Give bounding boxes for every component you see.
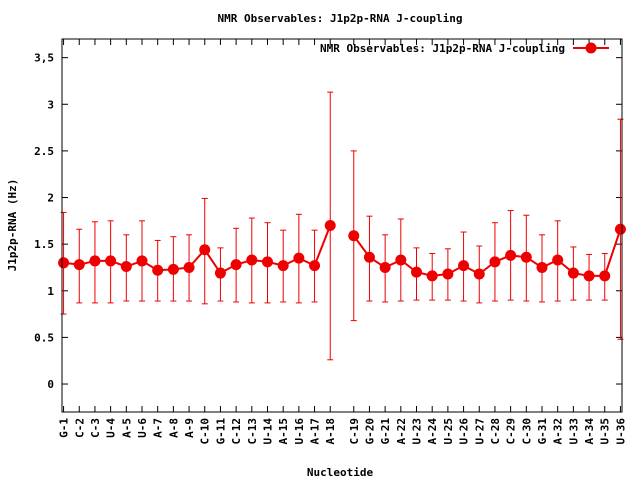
- data-point: [536, 261, 548, 273]
- data-point: [309, 260, 321, 272]
- y-tick-label: 3,5: [34, 52, 54, 65]
- data-point: [120, 261, 132, 273]
- x-tick-label: C-2: [73, 418, 86, 438]
- data-point: [136, 255, 148, 267]
- x-tick-label: A-24: [426, 418, 439, 445]
- y-tick-labels: 0 0.5 1 1.5 2 2.5 3 3,5: [34, 52, 54, 391]
- x-tick-label: U-6: [136, 418, 149, 438]
- series-line: [63, 225, 332, 275]
- x-tick-label: A-7: [152, 418, 165, 438]
- x-tick-label: C-19: [348, 418, 361, 445]
- x-tick-label: A-8: [167, 418, 180, 438]
- x-tick-label: A-22: [395, 418, 408, 445]
- x-tick-label: A-34: [583, 418, 596, 445]
- x-tick-label: U-35: [599, 418, 612, 445]
- series-line: [352, 228, 622, 277]
- x-tick-label: A-32: [552, 418, 565, 445]
- x-tick-label: A-9: [183, 418, 196, 438]
- x-tick-label: C-10: [199, 418, 212, 445]
- legend: NMR Observables: J1p2p-RNA J-coupling: [320, 42, 609, 55]
- data-point: [599, 270, 611, 282]
- data-point: [520, 251, 532, 263]
- legend-marker: [585, 42, 597, 54]
- data-point: [324, 220, 336, 231]
- data-point: [261, 256, 273, 268]
- axis-ticks: [62, 39, 622, 412]
- y-tick-label: 2: [47, 192, 54, 205]
- y-tick-label: 2.5: [34, 145, 54, 158]
- data-point: [458, 260, 470, 272]
- data-point: [199, 244, 211, 256]
- x-tick-label: G-31: [536, 418, 549, 445]
- data-point: [473, 268, 485, 280]
- data-point: [614, 223, 626, 235]
- x-tick-label: A-17: [309, 418, 322, 445]
- x-axis-label: Nucleotide: [307, 466, 374, 479]
- legend-label: NMR Observables: J1p2p-RNA J-coupling: [320, 42, 565, 55]
- data-point: [489, 256, 501, 268]
- error-bars: [60, 91, 624, 361]
- x-tick-label: U-33: [567, 418, 580, 445]
- data-point: [230, 259, 242, 271]
- y-tick-label: 0.5: [34, 331, 54, 344]
- data-point: [442, 268, 454, 280]
- x-tick-label: A-18: [324, 418, 337, 445]
- x-tick-label: U-26: [458, 418, 471, 445]
- data-point: [167, 263, 179, 275]
- chart-title: NMR Observables: J1p2p-RNA J-coupling: [217, 12, 462, 25]
- x-tick-label: C-29: [505, 418, 518, 445]
- x-tick-label: U-23: [411, 418, 424, 445]
- x-tick-label: G-1: [58, 418, 71, 438]
- data-point: [379, 261, 391, 273]
- data-point: [567, 267, 579, 279]
- x-tick-labels: G-1 C-2 C-3 U-4 A-5 U-6 A-7 A-8 A-9 C-10 G-11 C-12 C…: [58, 418, 628, 445]
- x-tick-label: U-4: [105, 418, 118, 438]
- y-tick-label: 0: [47, 378, 54, 391]
- x-tick-label: C-13: [246, 418, 259, 445]
- data-points: [58, 220, 626, 282]
- data-point: [348, 230, 360, 242]
- y-tick-label: 1: [47, 285, 54, 298]
- data-point: [505, 249, 517, 261]
- x-tick-label: C-30: [520, 418, 533, 445]
- x-tick-label: U-36: [614, 418, 627, 445]
- plot-frame: [61, 38, 623, 413]
- y-axis-label: J1p2p-RNA (Hz): [6, 179, 19, 272]
- x-tick-label: G-11: [214, 418, 227, 445]
- x-tick-label: G-20: [363, 418, 376, 445]
- data-point: [293, 252, 305, 264]
- x-tick-label: U-25: [442, 418, 455, 445]
- y-tick-label: 1.5: [34, 238, 54, 251]
- data-point: [214, 267, 226, 279]
- x-tick-label: U-14: [261, 418, 274, 445]
- data-point: [58, 257, 70, 269]
- x-tick-label: C-28: [489, 418, 502, 445]
- data-point: [183, 261, 195, 273]
- data-point: [105, 255, 117, 267]
- x-tick-label: C-12: [230, 418, 243, 445]
- x-tick-label: G-21: [379, 418, 392, 445]
- x-tick-label: C-3: [89, 418, 102, 438]
- x-tick-label: U-27: [473, 418, 486, 445]
- data-point: [277, 260, 289, 272]
- data-point: [395, 254, 407, 266]
- y-tick-label: 3: [47, 98, 54, 111]
- data-point: [89, 255, 101, 267]
- x-tick-label: U-16: [293, 418, 306, 445]
- data-point: [246, 254, 258, 266]
- data-point: [73, 259, 85, 271]
- data-point: [363, 251, 375, 263]
- data-point: [411, 266, 423, 278]
- x-tick-label: A-15: [277, 418, 290, 445]
- data-point: [552, 254, 564, 266]
- data-point: [152, 264, 164, 276]
- x-tick-label: A-5: [120, 418, 133, 438]
- data-point: [583, 270, 595, 282]
- data-point: [426, 270, 438, 282]
